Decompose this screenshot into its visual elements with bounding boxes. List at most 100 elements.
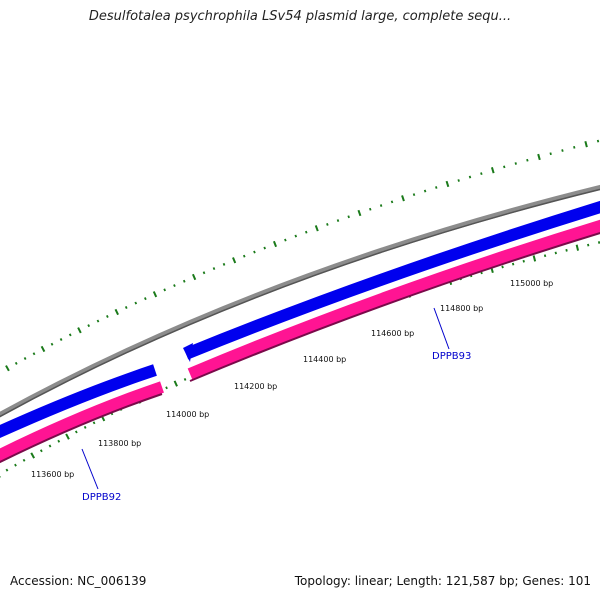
tick-label: 113600 bp: [31, 470, 74, 479]
outer-tick-marks: [0, 139, 600, 374]
accession-text: Accession: NC_006139: [10, 574, 147, 588]
map-title: Desulfotalea psychrophila LSv54 plasmid …: [88, 9, 512, 24]
minor-tick: [294, 234, 298, 238]
minor-tick: [59, 338, 63, 342]
minor-tick: [468, 175, 472, 179]
gene-label-dppb92[interactable]: DPPB92: [82, 492, 121, 503]
major-tick: [445, 180, 450, 188]
minor-tick: [587, 243, 590, 247]
major-tick: [30, 452, 36, 459]
gene-label-leader: [433, 307, 450, 350]
major-tick: [152, 291, 158, 298]
minor-tick: [23, 357, 27, 360]
minor-tick: [457, 179, 460, 182]
minor-tick: [503, 165, 506, 169]
minor-tick: [14, 361, 18, 365]
minor-tick: [347, 215, 350, 219]
forward-gene-arc[interactable]: [183, 200, 600, 360]
minor-tick: [501, 265, 504, 269]
reverse-gene-arc-edge: [189, 232, 600, 382]
minor-tick: [124, 306, 128, 309]
tick-label: 113800 bp: [98, 439, 141, 448]
minor-tick: [68, 333, 72, 337]
major-tick: [40, 345, 46, 353]
minor-tick: [183, 377, 187, 381]
minor-tick: [511, 262, 515, 266]
minor-tick: [182, 279, 186, 283]
minor-tick: [83, 425, 87, 429]
forward-gene-arc[interactable]: [0, 364, 157, 439]
major-tick: [192, 273, 197, 281]
minor-tick: [522, 259, 525, 263]
minor-tick: [202, 271, 206, 275]
major-tick: [490, 167, 495, 174]
minor-tick: [32, 352, 36, 356]
gene-label-dppb93[interactable]: DPPB93: [432, 351, 471, 362]
minor-tick: [549, 152, 552, 156]
minor-tick: [253, 250, 256, 254]
major-tick: [65, 433, 70, 440]
major-tick: [357, 209, 362, 217]
reverse-gene-arc-edge: [0, 393, 163, 464]
tick-label: 114200 bp: [234, 382, 277, 391]
minor-tick: [165, 386, 168, 390]
minor-tick: [144, 297, 147, 301]
forward-gene-arrowhead[interactable]: [183, 343, 193, 362]
minor-tick: [435, 186, 438, 189]
minor-tick: [379, 204, 383, 207]
major-tick: [537, 153, 541, 161]
sequence-backbone: [0, 184, 600, 418]
minor-tick: [284, 238, 287, 242]
tick-label: 114600 bp: [371, 329, 414, 338]
minor-tick: [263, 246, 266, 250]
minor-tick: [222, 262, 226, 266]
minor-tick: [92, 421, 96, 425]
minor-tick: [87, 324, 91, 328]
minor-tick: [5, 468, 9, 472]
major-tick: [173, 380, 178, 387]
minor-tick: [173, 284, 176, 288]
major-tick: [272, 240, 278, 248]
minor-tick: [543, 254, 547, 258]
major-tick: [114, 308, 119, 316]
minor-tick: [554, 251, 557, 255]
reverse-gene-arc[interactable]: [0, 381, 164, 462]
minor-tick: [573, 145, 576, 149]
minor-tick: [369, 207, 372, 211]
minor-tick: [212, 267, 216, 271]
minor-tick: [336, 219, 340, 222]
minor-tick: [96, 319, 100, 323]
tick-label: 115000 bp: [510, 279, 553, 288]
major-tick: [532, 255, 537, 262]
gene-label-leader: [81, 448, 99, 490]
major-tick: [401, 195, 405, 202]
minor-tick: [163, 288, 167, 292]
minor-tick: [106, 315, 109, 318]
minor-tick: [597, 241, 600, 244]
minor-tick: [514, 162, 517, 165]
minor-tick: [390, 200, 394, 204]
minor-tick: [565, 248, 568, 252]
minor-tick: [326, 222, 329, 226]
minor-tick: [423, 189, 427, 193]
minor-tick: [22, 458, 26, 462]
minor-tick: [596, 139, 600, 143]
tick-label: 114400 bp: [303, 355, 346, 364]
reverse-gene-arc[interactable]: [187, 219, 600, 380]
minor-tick: [304, 230, 308, 234]
minor-tick: [39, 449, 43, 453]
major-tick: [232, 257, 237, 264]
minor-tick: [480, 172, 483, 176]
major-tick: [575, 244, 580, 251]
tick-label: 114800 bp: [440, 304, 483, 313]
minor-tick: [561, 149, 564, 152]
major-tick: [314, 225, 319, 232]
minor-tick: [242, 254, 246, 258]
minor-tick: [74, 430, 78, 434]
minor-tick: [412, 193, 416, 197]
minor-tick: [14, 463, 17, 467]
major-tick: [5, 365, 10, 372]
minor-tick: [134, 301, 138, 305]
minor-tick: [526, 158, 529, 162]
